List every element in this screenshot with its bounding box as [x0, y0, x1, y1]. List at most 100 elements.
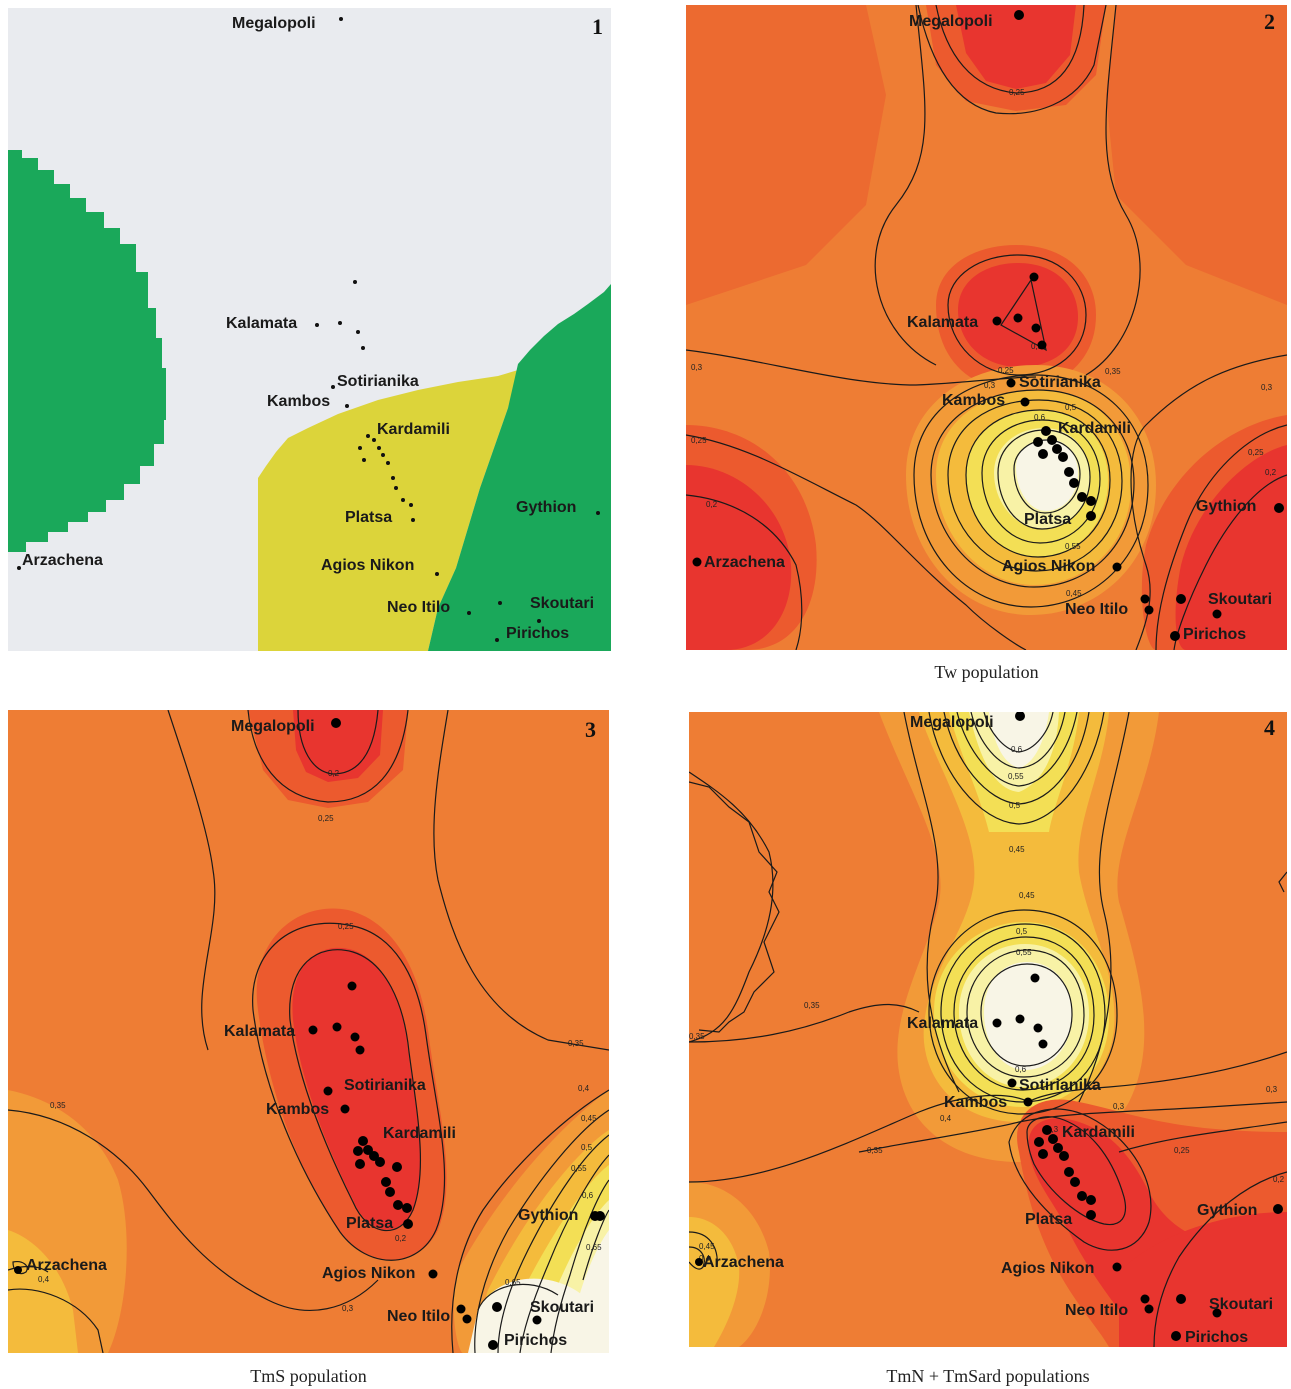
svg-text:0,25: 0,25: [1174, 1146, 1190, 1155]
west-coastline: [689, 781, 780, 1033]
label-pirichos: Pirichos: [504, 1332, 567, 1349]
contour-lines: [686, 5, 1287, 650]
svg-text:0,4: 0,4: [38, 1275, 50, 1284]
label-neo-itilo: Neo Itilo: [1065, 1302, 1128, 1319]
map-3-svg: 0,2 0,25 0,25 0,35 0,4 0,45 0,5 0,55 0,6…: [8, 710, 609, 1353]
svg-text:0,3: 0,3: [1261, 383, 1273, 392]
label-arzachena: Arzachena: [22, 552, 103, 569]
label-megalopoli: Megalopoli: [910, 714, 994, 731]
label-kambos: Kambos: [942, 392, 1005, 409]
sample-points: [695, 712, 1283, 1341]
svg-text:0,3: 0,3: [691, 363, 703, 372]
svg-text:0,6: 0,6: [582, 1191, 594, 1200]
contour-labels: 0,6 0,55 0,5 0,45 0,45 0,5 0,55 0,6 0,35…: [689, 745, 1285, 1263]
panel-number: 3: [585, 717, 596, 742]
svg-text:0,2: 0,2: [1265, 468, 1277, 477]
svg-text:0,3: 0,3: [1266, 1085, 1278, 1094]
label-skoutari: Skoutari: [1209, 1296, 1273, 1313]
svg-text:0,5: 0,5: [581, 1143, 593, 1152]
label-agios-nikon: Agios Nikon: [322, 1265, 415, 1282]
label-platsa: Platsa: [345, 509, 392, 526]
map-2-svg: 0,25 0,3 0,25 0,3 0,35 0,3 0,25 0,2 0,6 …: [686, 5, 1287, 650]
map-panel-3: 0,2 0,25 0,25 0,35 0,4 0,45 0,5 0,55 0,6…: [8, 710, 609, 1353]
label-arzachena: Arzachena: [26, 1257, 107, 1274]
svg-text:0,25: 0,25: [338, 922, 354, 931]
yellow-region: [258, 370, 518, 651]
label-pirichos: Pirichos: [1185, 1329, 1248, 1346]
label-pirichos: Pirichos: [1183, 626, 1246, 643]
green-region-east: [428, 284, 611, 651]
label-platsa: Platsa: [346, 1215, 393, 1232]
label-kalamata: Kalamata: [907, 314, 978, 331]
svg-text:0,45: 0,45: [1009, 845, 1025, 854]
label-megalopoli: Megalopoli: [231, 718, 315, 735]
svg-text:0,35: 0,35: [1105, 367, 1121, 376]
label-kalamata: Kalamata: [907, 1015, 978, 1032]
panel-number: 2: [1264, 9, 1275, 34]
label-agios-nikon: Agios Nikon: [1001, 1260, 1094, 1277]
label-megalopoli: Megalopoli: [909, 13, 993, 30]
sample-points: [692, 10, 1284, 641]
svg-text:0,2: 0,2: [328, 769, 340, 778]
label-sotirianika: Sotirianika: [1019, 1077, 1101, 1094]
label-platsa: Platsa: [1024, 511, 1071, 528]
place-labels: Megalopoli Kalamata Sotirianika Kambos K…: [26, 718, 594, 1349]
svg-text:0,45: 0,45: [1019, 891, 1035, 900]
label-arzachena: Arzachena: [704, 554, 785, 571]
label-kalamata: Kalamata: [226, 315, 297, 332]
panel-number: 1: [592, 14, 603, 39]
place-labels: Megalopoli Kalamata Sotirianika Kambos K…: [704, 13, 1272, 643]
svg-text:0,55: 0,55: [1016, 948, 1032, 957]
label-kambos: Kambos: [267, 393, 330, 410]
svg-text:0,2: 0,2: [1273, 1175, 1285, 1184]
svg-text:0,25: 0,25: [998, 366, 1014, 375]
label-gythion: Gythion: [1197, 1202, 1257, 1219]
green-region-west: [8, 150, 166, 552]
label-sotirianika: Sotirianika: [337, 373, 419, 390]
map-1-svg: 1 Megalopoli Kalamata Sotirianika Kambos…: [8, 8, 611, 651]
label-kambos: Kambos: [944, 1094, 1007, 1111]
svg-text:0,3: 0,3: [1031, 342, 1043, 351]
caption-panel-4: TmN + TmSard populations: [886, 1366, 1090, 1386]
label-skoutari: Skoutari: [530, 1299, 594, 1316]
svg-text:0,3: 0,3: [984, 381, 996, 390]
label-neo-itilo: Neo Itilo: [1065, 601, 1128, 618]
map-4-svg: 0,6 0,55 0,5 0,45 0,45 0,5 0,55 0,6 0,35…: [689, 712, 1287, 1347]
place-labels: Megalopoli Kalamata Sotirianika Kambos K…: [22, 15, 594, 642]
svg-text:0,2: 0,2: [395, 1234, 407, 1243]
label-kalamata: Kalamata: [224, 1023, 295, 1040]
svg-text:0,35: 0,35: [50, 1101, 66, 1110]
label-skoutari: Skoutari: [530, 595, 594, 612]
map-panel-1: 1 Megalopoli Kalamata Sotirianika Kambos…: [8, 8, 611, 651]
label-agios-nikon: Agios Nikon: [1002, 558, 1095, 575]
label-neo-itilo: Neo Itilo: [387, 1308, 450, 1325]
svg-text:0,5: 0,5: [1065, 403, 1077, 412]
svg-text:0,3: 0,3: [342, 1304, 354, 1313]
label-kardamili: Kardamili: [377, 421, 450, 438]
svg-text:0,45: 0,45: [581, 1114, 597, 1123]
place-labels: Megalopoli Kalamata Sotirianika Kambos K…: [703, 714, 1273, 1346]
svg-text:0,35: 0,35: [804, 1001, 820, 1010]
label-skoutari: Skoutari: [1208, 591, 1272, 608]
svg-text:0,65: 0,65: [586, 1243, 602, 1252]
svg-text:0,6: 0,6: [1034, 413, 1046, 422]
label-megalopoli: Megalopoli: [232, 15, 316, 32]
svg-text:0,35: 0,35: [689, 1032, 705, 1041]
label-arzachena: Arzachena: [703, 1254, 784, 1271]
map-panel-2: 0,25 0,3 0,25 0,3 0,35 0,3 0,25 0,2 0,6 …: [686, 5, 1287, 650]
svg-text:0,5: 0,5: [1009, 801, 1021, 810]
sample-points: [14, 718, 605, 1350]
svg-text:0,3: 0,3: [1047, 1125, 1059, 1134]
svg-text:0,25: 0,25: [1248, 448, 1264, 457]
label-platsa: Platsa: [1025, 1211, 1072, 1228]
map-panel-4: 0,6 0,55 0,5 0,45 0,45 0,5 0,55 0,6 0,35…: [689, 712, 1287, 1347]
svg-text:0,55: 0,55: [571, 1164, 587, 1173]
svg-text:0,3: 0,3: [1113, 1102, 1125, 1111]
svg-text:0,25: 0,25: [1009, 88, 1025, 97]
svg-text:0,4: 0,4: [699, 1254, 711, 1263]
contour-lines: [689, 712, 1287, 1347]
label-kambos: Kambos: [266, 1101, 329, 1118]
svg-text:0,35: 0,35: [568, 1039, 584, 1048]
label-sotirianika: Sotirianika: [1019, 374, 1101, 391]
label-kardamili: Kardamili: [1058, 420, 1131, 437]
